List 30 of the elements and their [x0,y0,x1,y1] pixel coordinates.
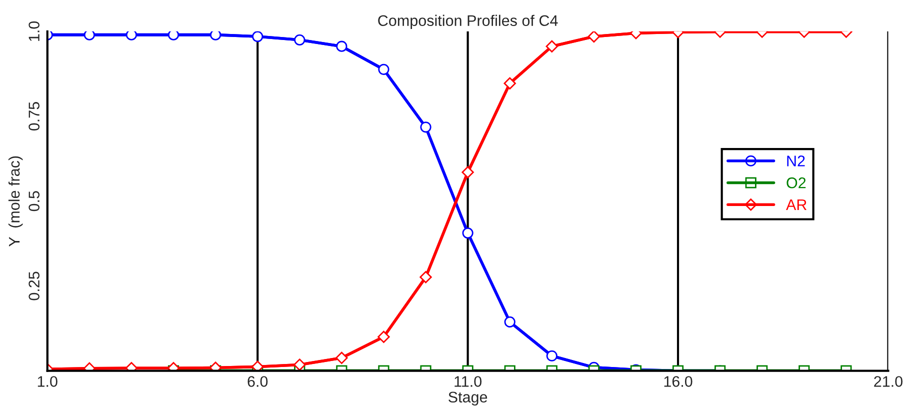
legend-label: N2 [787,156,805,166]
point [546,40,558,52]
x-tick-label: 21.0 [874,376,902,387]
point [504,77,516,90]
x-tick-label: 16.0 [664,376,692,387]
y-tick-label: 0.25 [28,272,40,300]
y-axis-title: Y (mole frac) [8,156,23,246]
chart-title: Composition Profiles of C4 [378,14,558,30]
point [126,31,138,40]
point [252,31,264,42]
y-tick-label: 1.0 [28,21,40,41]
point [462,227,474,239]
point [84,31,95,40]
x-axis-title: Stage [448,392,488,406]
point [210,31,222,40]
y-tick-label: 0.75 [28,102,40,131]
point [588,31,600,43]
point [462,166,474,178]
x-tick-label: 6.0 [248,376,268,387]
legend-label: O2 [786,177,806,188]
legend-label: AR [786,199,806,210]
point [251,360,264,371]
x-tick-label: 1.0 [38,376,58,387]
point [378,64,390,75]
y-tick-label: 0.5 [28,191,40,212]
point [420,122,432,133]
point [336,40,348,52]
point [294,34,306,46]
x-tick-label: 11.0 [454,376,482,387]
point [168,31,180,40]
